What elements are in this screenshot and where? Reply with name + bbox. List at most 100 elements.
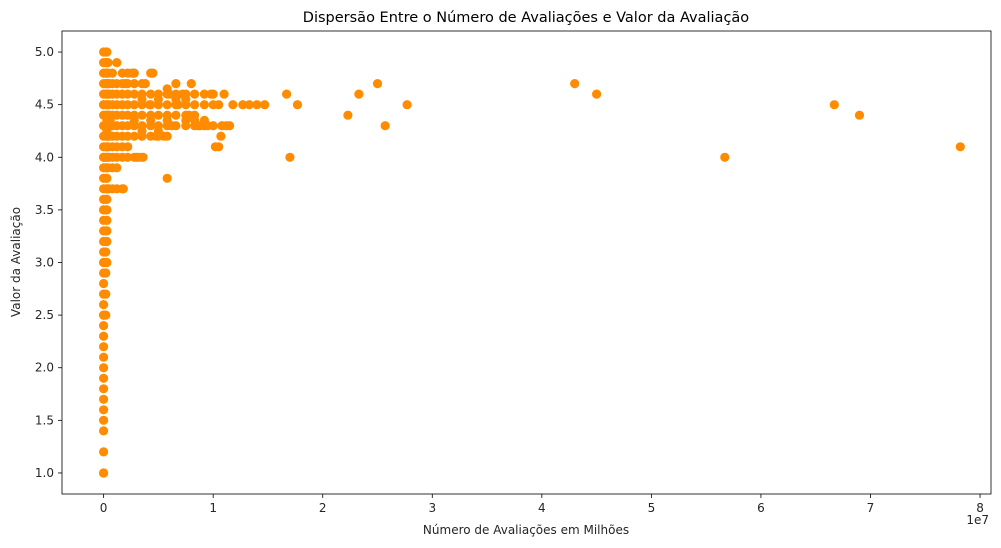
data-point bbox=[343, 110, 353, 120]
data-point bbox=[137, 126, 147, 136]
data-point bbox=[101, 47, 111, 57]
data-point bbox=[137, 94, 147, 104]
data-point bbox=[129, 79, 139, 89]
data-point bbox=[129, 89, 139, 99]
data-point bbox=[128, 68, 138, 78]
data-point bbox=[146, 115, 156, 125]
plot-frame bbox=[61, 30, 992, 495]
data-point bbox=[102, 257, 112, 268]
data-point bbox=[216, 131, 226, 141]
data-point bbox=[101, 226, 111, 236]
x-axis: 0 1 2 3 4 5 6 7 8 bbox=[100, 494, 984, 515]
data-point bbox=[101, 247, 111, 257]
data-point bbox=[214, 142, 224, 152]
data-point bbox=[199, 100, 209, 110]
chart-title: Dispersão Entre o Número de Avaliações e… bbox=[303, 10, 750, 26]
x-tick-label: 6 bbox=[757, 501, 765, 515]
data-point bbox=[99, 300, 109, 310]
data-point bbox=[129, 131, 139, 141]
data-point bbox=[206, 89, 216, 99]
data-point bbox=[123, 110, 133, 120]
data-point bbox=[282, 89, 292, 99]
data-point bbox=[123, 89, 133, 99]
data-point bbox=[238, 100, 248, 110]
data-point bbox=[380, 121, 390, 131]
data-point bbox=[570, 79, 580, 89]
data-point bbox=[228, 100, 238, 110]
data-point bbox=[260, 100, 270, 110]
y-tick-label: 2.5 bbox=[35, 308, 54, 322]
x-tick-label: 7 bbox=[867, 501, 875, 515]
y-tick-label: 3.0 bbox=[35, 256, 54, 270]
data-point bbox=[112, 58, 122, 68]
data-point bbox=[123, 142, 133, 152]
data-point bbox=[129, 100, 139, 110]
x-tick-label: 4 bbox=[538, 501, 546, 515]
data-point bbox=[354, 89, 364, 99]
data-point bbox=[137, 110, 147, 120]
plot-area bbox=[99, 47, 965, 478]
data-point bbox=[123, 152, 133, 162]
data-point bbox=[99, 405, 109, 415]
y-tick-label: 2.0 bbox=[35, 361, 54, 375]
data-point bbox=[372, 79, 383, 89]
data-point bbox=[173, 100, 183, 110]
data-point bbox=[190, 100, 200, 110]
data-point bbox=[244, 100, 254, 110]
data-point bbox=[292, 100, 303, 110]
data-point bbox=[225, 121, 235, 131]
data-point bbox=[101, 268, 111, 278]
x-axis-label: Número de Avaliações em Milhões bbox=[423, 523, 629, 537]
data-point bbox=[99, 373, 109, 383]
data-point bbox=[99, 321, 109, 331]
data-point bbox=[99, 415, 109, 425]
data-point bbox=[123, 121, 133, 131]
data-point bbox=[159, 131, 169, 141]
y-tick-label: 4.5 bbox=[35, 98, 54, 112]
data-point bbox=[190, 89, 200, 99]
data-point bbox=[162, 173, 172, 183]
data-point bbox=[103, 58, 113, 68]
data-point bbox=[151, 131, 161, 141]
x-tick-label: 3 bbox=[428, 501, 436, 515]
data-point bbox=[177, 89, 188, 99]
data-point bbox=[99, 384, 109, 394]
data-point bbox=[134, 152, 144, 162]
data-point bbox=[102, 236, 112, 247]
data-point bbox=[99, 331, 109, 341]
data-point bbox=[140, 79, 150, 89]
data-point bbox=[107, 68, 117, 78]
data-point bbox=[402, 100, 412, 110]
data-point bbox=[199, 89, 209, 99]
x-axis-offset-label: 1e7 bbox=[966, 513, 989, 527]
data-point bbox=[955, 142, 965, 152]
data-point bbox=[219, 89, 229, 99]
data-point bbox=[99, 352, 109, 362]
data-point bbox=[145, 100, 155, 110]
y-axis: 1.0 1.5 2.0 2.5 3.0 3.5 4.0 4.5 5.0 bbox=[35, 45, 62, 480]
data-point bbox=[129, 115, 139, 125]
y-tick-label: 1.0 bbox=[35, 466, 54, 480]
x-tick-label: 8 bbox=[976, 501, 984, 515]
data-point bbox=[720, 152, 730, 162]
data-point bbox=[99, 363, 109, 373]
data-point bbox=[214, 100, 224, 110]
data-point bbox=[101, 310, 111, 320]
data-point bbox=[118, 184, 128, 194]
data-point bbox=[285, 152, 295, 162]
y-tick-label: 1.5 bbox=[35, 413, 54, 427]
y-axis-label: Valor da Avaliação bbox=[9, 207, 23, 317]
data-point bbox=[162, 100, 172, 110]
y-tick-label: 3.5 bbox=[35, 203, 54, 217]
data-point bbox=[164, 89, 174, 99]
data-point bbox=[148, 68, 158, 78]
data-point bbox=[195, 121, 205, 131]
data-point bbox=[101, 194, 111, 204]
y-tick-label: 4.0 bbox=[35, 150, 54, 164]
data-point bbox=[101, 289, 111, 299]
data-point bbox=[829, 100, 839, 110]
data-point bbox=[203, 121, 213, 131]
y-tick-label: 5.0 bbox=[35, 45, 54, 59]
x-tick-label: 0 bbox=[100, 501, 108, 515]
